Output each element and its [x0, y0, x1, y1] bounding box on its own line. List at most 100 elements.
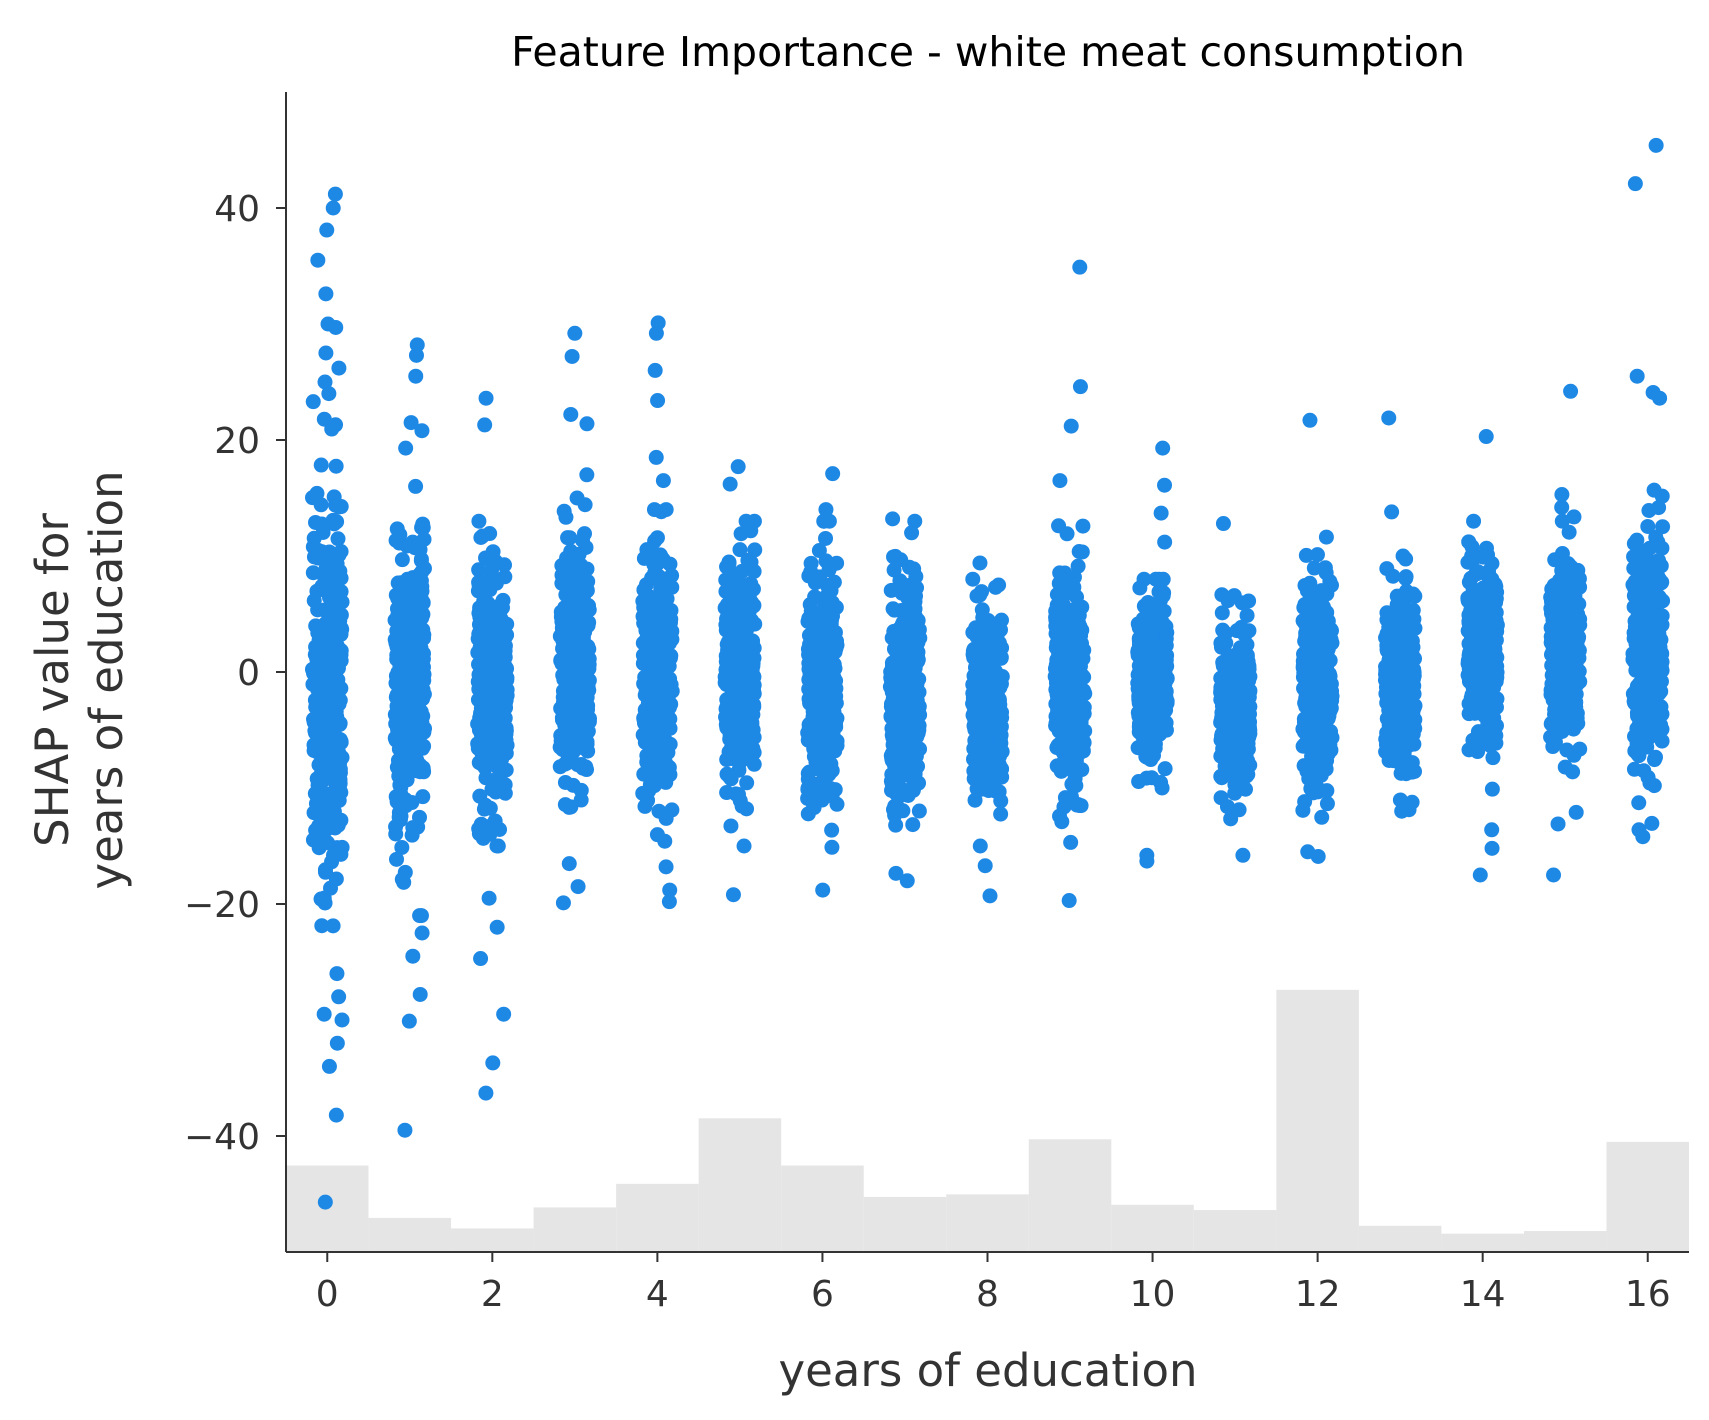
scatter-point — [1239, 607, 1255, 623]
scatter-point — [1054, 814, 1070, 830]
scatter-point — [1392, 700, 1408, 716]
scatter-point — [1239, 705, 1255, 721]
scatter-point — [1064, 776, 1080, 792]
scatter-point — [1404, 764, 1420, 780]
scatter-point-outlier — [1052, 473, 1068, 489]
scatter-point — [1236, 655, 1252, 671]
scatter-point — [1053, 719, 1069, 735]
scatter-point — [1319, 796, 1335, 812]
histogram-bar — [451, 1228, 534, 1252]
scatter-point — [325, 629, 341, 645]
scatter-point — [993, 806, 1009, 822]
scatter-point — [476, 668, 492, 684]
scatter-point-outlier — [318, 286, 334, 302]
scatter-point-outlier — [650, 393, 666, 409]
scatter-point — [723, 818, 739, 834]
scatter-point — [568, 634, 584, 650]
scatter-point — [566, 686, 582, 702]
scatter-point — [305, 832, 321, 848]
scatter-point — [475, 830, 491, 846]
scatter-point-outlier — [1157, 477, 1173, 493]
scatter-point — [911, 803, 927, 819]
scatter-point — [1153, 668, 1169, 684]
scatter-point — [1052, 669, 1068, 685]
scatter-point — [1298, 547, 1314, 563]
scatter-point — [642, 647, 658, 663]
scatter-point — [653, 504, 669, 520]
scatter-point — [414, 668, 430, 684]
scatter-point — [636, 550, 652, 566]
scatter-point — [736, 838, 752, 854]
scatter-point — [1135, 718, 1151, 734]
scatter-point — [900, 785, 916, 801]
scatter-point — [993, 612, 1009, 628]
scatter-strip — [552, 325, 598, 911]
scatter-point — [1297, 794, 1313, 810]
scatter-point — [563, 543, 579, 559]
scatter-point — [474, 646, 490, 662]
scatter-point — [1147, 740, 1163, 756]
scatter-point — [328, 458, 344, 474]
scatter-point-outlier — [972, 555, 988, 571]
scatter-point — [719, 766, 735, 782]
scatter-point — [1073, 798, 1089, 814]
scatter-point-outlier — [1063, 418, 1079, 434]
scatter-point — [393, 641, 409, 657]
scatter-point — [1299, 616, 1315, 632]
scatter-point — [1395, 599, 1411, 615]
scatter-point — [563, 673, 579, 689]
scatter-point-outlier — [885, 511, 901, 527]
scatter-point-outlier — [317, 1194, 333, 1210]
scatter-point — [899, 643, 915, 659]
scatter-point — [824, 763, 840, 779]
scatter-point — [317, 701, 333, 717]
scatter-point — [818, 719, 834, 735]
scatter-point — [404, 827, 420, 843]
scatter-point — [1062, 732, 1078, 748]
scatter-point — [1398, 570, 1414, 586]
scatter-point — [1051, 647, 1067, 663]
scatter-point — [659, 579, 675, 595]
scatter-point-outlier — [496, 1006, 512, 1022]
scatter-point — [311, 757, 327, 773]
scatter-point-outlier — [991, 577, 1007, 593]
scatter-point — [965, 571, 981, 587]
scatter-strip — [965, 555, 1010, 904]
scatter-point — [655, 622, 671, 638]
scatter-point — [313, 497, 329, 513]
scatter-strip — [1130, 440, 1175, 869]
scatter-point-outlier — [815, 882, 831, 898]
scatter-point — [327, 672, 343, 688]
scatter-point — [888, 817, 904, 833]
scatter-point-outlier — [405, 948, 421, 964]
scatter-point — [1300, 670, 1316, 686]
scatter-point — [490, 838, 506, 854]
scatter-point — [563, 799, 579, 815]
scatter-point-outlier — [473, 951, 489, 967]
scatter-point — [649, 556, 665, 572]
scatter-point — [1227, 785, 1243, 801]
scatter-point-outlier — [489, 919, 505, 935]
scatter-point — [1301, 756, 1317, 772]
scatter-point — [1130, 740, 1146, 756]
histogram-bar — [1358, 1225, 1442, 1252]
scatter-point — [308, 514, 324, 530]
scatter-point-outlier — [321, 1058, 337, 1074]
scatter-strip — [1295, 412, 1340, 864]
scatter-point — [1054, 608, 1070, 624]
scatter-point — [883, 582, 899, 598]
scatter-point — [1213, 635, 1229, 651]
scatter-point — [739, 775, 755, 791]
scatter-strip — [304, 186, 350, 1210]
scatter-point-outlier — [579, 416, 595, 432]
scatter-point — [556, 503, 572, 519]
scatter-point — [983, 677, 999, 693]
scatter-point — [1226, 588, 1242, 604]
scatter-point — [416, 627, 432, 643]
scatter-point — [1215, 622, 1231, 638]
scatter-point — [481, 552, 497, 568]
scatter-point — [482, 698, 498, 714]
scatter-point-outlier — [1061, 893, 1077, 909]
scatter-point — [557, 629, 573, 645]
